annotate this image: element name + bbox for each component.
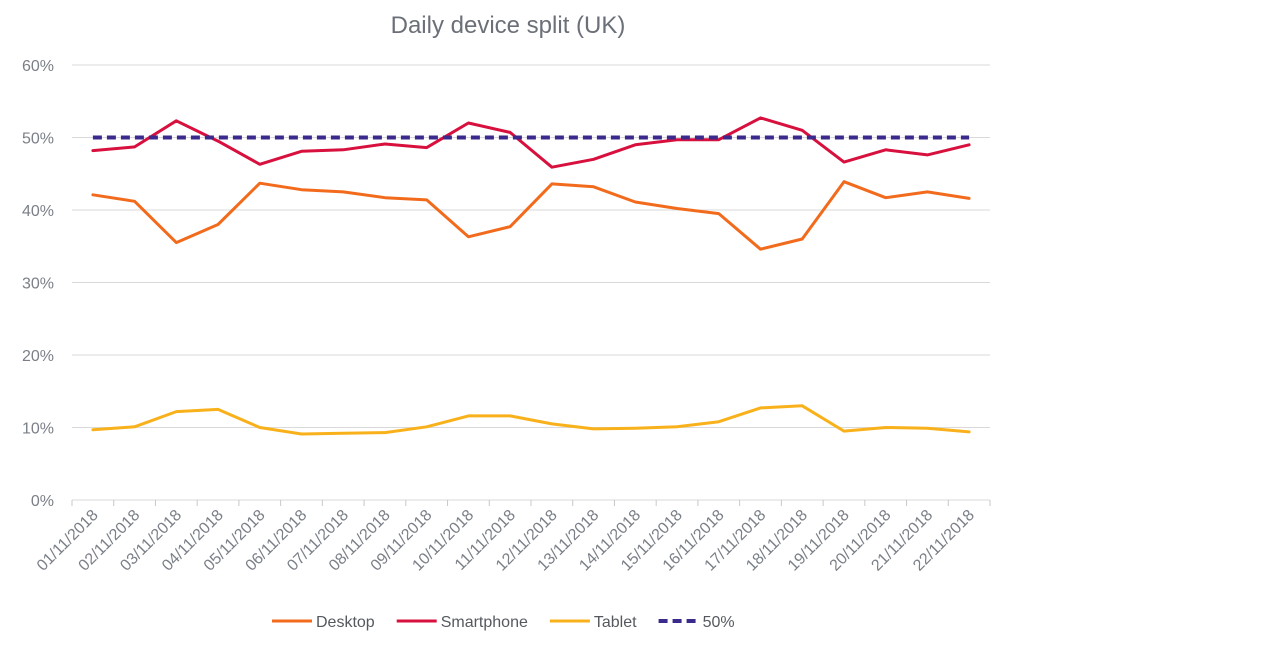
legend-label: Smartphone <box>441 614 528 631</box>
y-axis-ticks: 0% 10% 20% 30% 40% 50% 60% <box>22 58 54 510</box>
legend-label: Tablet <box>594 614 637 631</box>
series-line-tablet <box>91 404 971 436</box>
y-tick-label: 60% <box>22 58 54 75</box>
gridlines <box>72 64 990 501</box>
y-tick-label: 50% <box>22 131 54 148</box>
chart-title: Daily device split (UK) <box>391 12 626 39</box>
legend-label: 50% <box>703 614 735 631</box>
legend: Desktop Smartphone Tablet 50% <box>272 614 735 631</box>
y-tick-label: 0% <box>31 493 54 510</box>
series-lines <box>91 116 971 436</box>
series-line-desktop <box>91 180 971 251</box>
x-axis-ticks: 01/11/201802/11/201803/11/201804/11/2018… <box>34 500 991 575</box>
y-tick-label: 30% <box>22 276 54 293</box>
series-line-smartphone <box>91 116 971 169</box>
legend-label: Desktop <box>316 614 375 631</box>
y-tick-label: 10% <box>22 421 54 438</box>
y-tick-label: 40% <box>22 203 54 220</box>
y-tick-label: 20% <box>22 348 54 365</box>
